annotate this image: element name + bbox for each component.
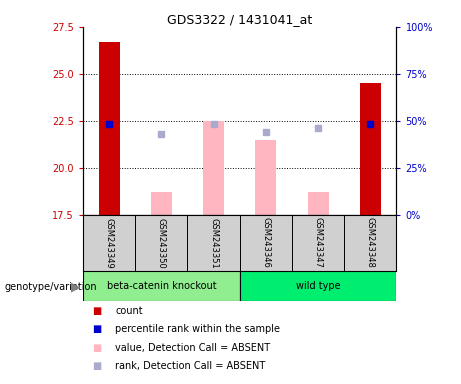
Text: count: count (115, 306, 143, 316)
Text: ■: ■ (92, 306, 101, 316)
Bar (151, 192, 172, 215)
Text: GSM243346: GSM243346 (261, 217, 270, 268)
Text: GSM243349: GSM243349 (105, 217, 113, 268)
Text: GSM243350: GSM243350 (157, 217, 166, 268)
Text: ■: ■ (92, 343, 101, 353)
Bar (307, 192, 329, 215)
Text: ■: ■ (92, 324, 101, 334)
Bar (360, 83, 381, 215)
Bar (255, 140, 276, 215)
Text: value, Detection Call = ABSENT: value, Detection Call = ABSENT (115, 343, 270, 353)
Text: ▶: ▶ (71, 281, 81, 294)
Text: GSM243348: GSM243348 (366, 217, 375, 268)
Text: GSM243351: GSM243351 (209, 217, 218, 268)
Text: percentile rank within the sample: percentile rank within the sample (115, 324, 280, 334)
Text: GDS3322 / 1431041_at: GDS3322 / 1431041_at (167, 13, 313, 26)
Bar (240, 271, 396, 301)
Bar (99, 42, 119, 215)
Text: ■: ■ (92, 361, 101, 371)
Bar (203, 121, 224, 215)
Text: rank, Detection Call = ABSENT: rank, Detection Call = ABSENT (115, 361, 266, 371)
Text: wild type: wild type (296, 281, 340, 291)
Bar (83, 271, 240, 301)
Text: genotype/variation: genotype/variation (5, 282, 97, 292)
Text: beta-catenin knockout: beta-catenin knockout (106, 281, 216, 291)
Text: GSM243347: GSM243347 (313, 217, 323, 268)
